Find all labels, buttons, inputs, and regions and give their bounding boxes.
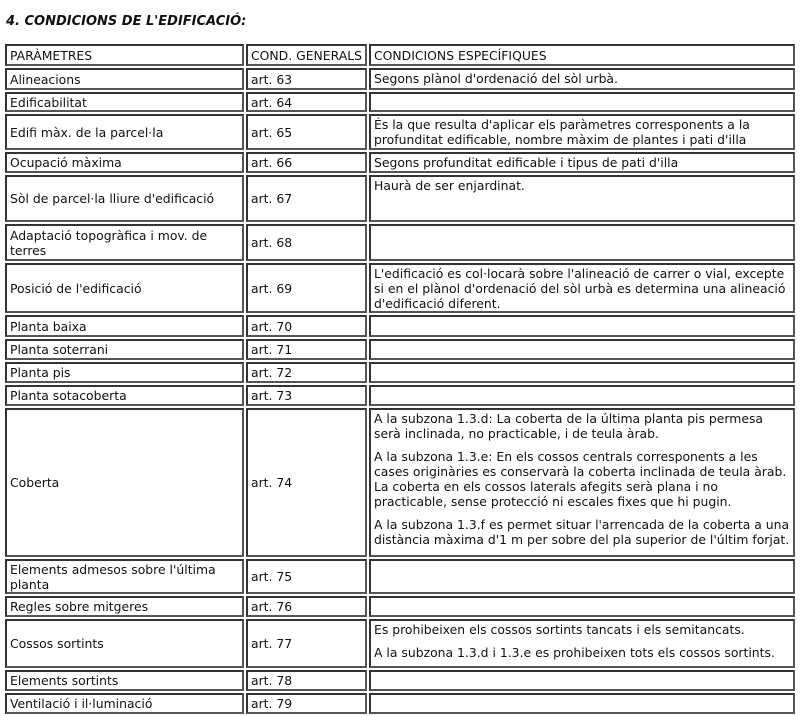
specific-cell: És la que resulta d'aplicar els paràmetr… [369, 114, 795, 150]
table-row: Planta soterrani art. 71 [5, 339, 795, 360]
article-cell: art. 69 [246, 263, 367, 313]
specific-cell [369, 385, 795, 406]
specific-cell [369, 670, 795, 691]
specific-cell: Haurà de ser enjardinat. [369, 175, 795, 222]
table-row: Cossos sortints art. 77 Es prohibeixen els… [5, 619, 795, 668]
specific-paragraph: Segons profunditat edificable i tipus de… [374, 155, 679, 170]
table-row: Coberta art. 74 A la subzona 1.3.d: La cob… [5, 408, 795, 557]
specific-paragraph: Es prohibeixen els cossos sortints tanca… [374, 622, 745, 637]
article-cell: art. 73 [246, 385, 367, 406]
table-row: Regles sobre mitgeres art. 76 [5, 596, 795, 617]
specific-cell [369, 339, 795, 360]
table-row: Ventilació i il·luminació art. 79 [5, 693, 795, 714]
param-cell: Planta soterrani [5, 339, 244, 360]
specific-cell: A la subzona 1.3.d: La coberta de la últ… [369, 408, 795, 557]
param-cell: Planta baixa [5, 315, 244, 337]
specific-paragraph: A la subzona 1.3.d i 1.3.e es prohibeixe… [374, 645, 775, 660]
header-cond-generals: COND. GENERALS [246, 44, 367, 66]
article-cell: art. 67 [246, 175, 367, 222]
table-row: Adaptació topogràfica i mov. de terres ar… [5, 224, 795, 261]
param-cell: Posició de l'edificació [5, 263, 244, 313]
article-cell: art. 79 [246, 693, 367, 714]
param-cell: Regles sobre mitgeres [5, 596, 244, 617]
article-cell: art. 63 [246, 68, 367, 90]
param-cell: Cossos sortints [5, 619, 244, 668]
article-cell: art. 76 [246, 596, 367, 617]
specific-paragraph: L'edificació es col·locarà sobre l'aline… [374, 266, 786, 311]
article-cell: art. 64 [246, 92, 367, 112]
specific-cell: Segons plànol d'ordenació del sòl urbà. [369, 68, 795, 90]
table-row: Elements sortints art. 78 [5, 670, 795, 691]
article-cell: art. 78 [246, 670, 367, 691]
specific-cell: Segons profunditat edificable i tipus de… [369, 152, 795, 173]
specific-cell [369, 596, 795, 617]
specific-paragraph: Haurà de ser enjardinat. [374, 178, 525, 193]
specific-cell [369, 92, 795, 112]
param-cell: Edificabilitat [5, 92, 244, 112]
specific-paragraph: A la subzona 1.3.d: La coberta de la últ… [374, 411, 764, 441]
param-cell: Elements sortints [5, 670, 244, 691]
header-parametres: PARÀMETRES [5, 44, 244, 66]
table-row: Sòl de parcel·la lliure d'edificació art.… [5, 175, 795, 222]
article-cell: art. 71 [246, 339, 367, 360]
table-row: Planta pis art. 72 [5, 362, 795, 383]
article-cell: art. 72 [246, 362, 367, 383]
table-row: Posició de l'edificació art. 69 L'edificac… [5, 263, 795, 313]
param-cell: Edifi màx. de la parcel·la [5, 114, 244, 150]
specific-cell: L'edificació es col·locarà sobre l'aline… [369, 263, 795, 313]
param-cell: Coberta [5, 408, 244, 557]
param-cell: Planta pis [5, 362, 244, 383]
table-row: Ocupació màxima art. 66 Segons profunditat… [5, 152, 795, 173]
specific-cell [369, 315, 795, 337]
specific-cell [369, 559, 795, 594]
param-cell: Sòl de parcel·la lliure d'edificació [5, 175, 244, 222]
specific-paragraph: Segons plànol d'ordenació del sòl urbà. [374, 71, 618, 86]
specific-cell [369, 693, 795, 714]
param-cell: Ocupació màxima [5, 152, 244, 173]
table-row: Planta baixa art. 70 [5, 315, 795, 337]
section-title: 4. CONDICIONS DE L'EDIFICACIÓ: [6, 14, 247, 29]
param-cell: Ventilació i il·luminació [5, 693, 244, 714]
param-cell: Alineacions [5, 68, 244, 90]
specific-cell [369, 362, 795, 383]
param-cell: Planta sotacoberta [5, 385, 244, 406]
article-cell: art. 66 [246, 152, 367, 173]
table-row: Edificabilitat art. 64 [5, 92, 795, 112]
specific-cell: Es prohibeixen els cossos sortints tanca… [369, 619, 795, 668]
table-row: Planta sotacoberta art. 73 [5, 385, 795, 406]
header-row: PARÀMETRES COND. GENERALS CONDICIONS ESP… [5, 44, 795, 66]
article-cell: art. 75 [246, 559, 367, 594]
article-cell: art. 77 [246, 619, 367, 668]
specific-paragraph: És la que resulta d'aplicar els paràmetr… [374, 117, 750, 147]
table-row: Alineacions art. 63 Segons plànol d'ordena… [5, 68, 795, 90]
conditions-table: PARÀMETRES COND. GENERALS CONDICIONS ESP… [3, 42, 797, 716]
specific-paragraph: A la subzona 1.3.e: En els cossos centra… [374, 449, 787, 509]
article-cell: art. 65 [246, 114, 367, 150]
table-row: Edifi màx. de la parcel·la art. 65 És la q… [5, 114, 795, 150]
specific-paragraph: A la subzona 1.3.f es permet situar l'ar… [374, 517, 790, 547]
article-cell: art. 68 [246, 224, 367, 261]
article-cell: art. 74 [246, 408, 367, 557]
specific-cell [369, 224, 795, 261]
table-row: Elements admesos sobre l'última planta ar… [5, 559, 795, 594]
param-cell: Adaptació topogràfica i mov. de terres [5, 224, 244, 261]
param-cell: Elements admesos sobre l'última planta [5, 559, 244, 594]
header-condicions-especifiques: CONDICIONS ESPECÍFIQUES [369, 44, 795, 66]
article-cell: art. 70 [246, 315, 367, 337]
